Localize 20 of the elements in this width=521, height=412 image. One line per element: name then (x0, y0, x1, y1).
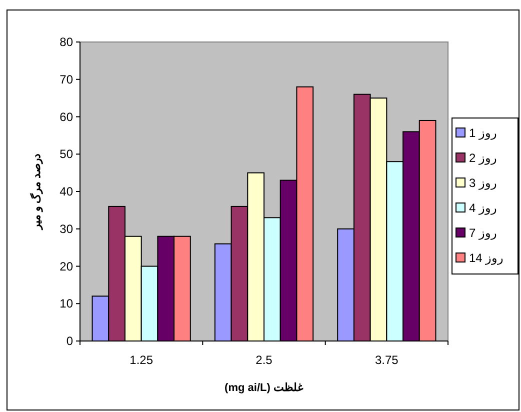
legend-label: روز 3 (469, 176, 498, 190)
y-axis-title: درصد مرگ و میر (29, 153, 43, 231)
x-axis-title: (mg ai/L) غلظت (224, 382, 304, 394)
y-tick-label: 0 (66, 334, 74, 348)
y-tick-label: 70 (60, 72, 74, 86)
y-tick-label: 80 (60, 35, 74, 49)
legend-label: روز 1 (469, 126, 498, 140)
y-tick-label: 60 (60, 110, 74, 124)
x-tick-label: 2.5 (256, 353, 273, 367)
x-tick-label: 3.75 (374, 353, 399, 367)
y-tick-label: 40 (60, 184, 74, 198)
y-tick-label: 30 (60, 222, 74, 236)
y-tick-label: 10 (60, 296, 74, 311)
y-tick-label: 50 (60, 147, 74, 162)
legend-label: روز 7 (469, 226, 498, 240)
legend-label: روز 4 (469, 201, 498, 215)
legend-label: روز 14 (469, 251, 504, 265)
y-tick-label: 20 (60, 259, 74, 274)
x-tick-label: 1.25 (130, 353, 154, 367)
legend-label: روز 2 (469, 151, 498, 165)
